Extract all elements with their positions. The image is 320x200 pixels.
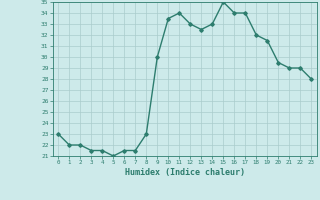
X-axis label: Humidex (Indice chaleur): Humidex (Indice chaleur) <box>125 168 245 177</box>
